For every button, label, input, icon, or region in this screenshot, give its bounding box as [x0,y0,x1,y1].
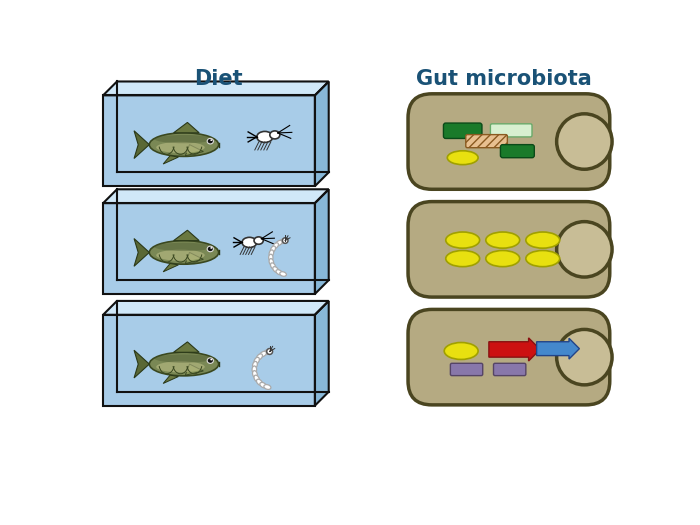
Ellipse shape [155,243,214,251]
Ellipse shape [210,359,212,361]
Ellipse shape [207,358,214,363]
Polygon shape [103,96,315,186]
Ellipse shape [446,232,480,248]
FancyBboxPatch shape [408,94,610,190]
FancyBboxPatch shape [494,363,526,375]
Circle shape [556,222,612,277]
Polygon shape [134,238,149,266]
Ellipse shape [155,135,214,143]
Polygon shape [315,190,329,294]
Ellipse shape [149,352,218,376]
Polygon shape [103,203,315,294]
Polygon shape [186,144,204,156]
Ellipse shape [254,358,260,364]
Ellipse shape [446,250,480,267]
Ellipse shape [526,232,560,248]
Polygon shape [103,315,315,406]
Polygon shape [103,81,329,96]
FancyBboxPatch shape [500,144,534,157]
Ellipse shape [270,263,276,269]
FancyBboxPatch shape [489,338,540,361]
Ellipse shape [280,272,286,276]
Ellipse shape [254,375,260,382]
FancyBboxPatch shape [444,123,482,139]
Ellipse shape [264,350,271,354]
Ellipse shape [273,243,279,248]
Ellipse shape [447,151,478,165]
Ellipse shape [254,237,263,244]
Ellipse shape [256,354,262,360]
Polygon shape [174,230,199,240]
Ellipse shape [257,131,273,142]
Polygon shape [134,131,149,159]
Ellipse shape [149,133,218,156]
Ellipse shape [260,351,267,356]
Ellipse shape [252,366,257,373]
Polygon shape [163,264,179,272]
Ellipse shape [156,142,204,153]
Ellipse shape [273,267,279,272]
Ellipse shape [264,385,271,390]
Ellipse shape [444,342,478,360]
FancyBboxPatch shape [491,124,532,137]
Ellipse shape [253,371,258,377]
FancyBboxPatch shape [450,363,483,375]
Ellipse shape [486,250,519,267]
Text: Gut microbiota: Gut microbiota [416,69,592,89]
Circle shape [556,329,612,385]
Ellipse shape [256,379,262,385]
Ellipse shape [260,382,267,388]
Polygon shape [315,301,329,406]
Ellipse shape [269,259,274,265]
Polygon shape [103,301,329,315]
Polygon shape [163,375,179,383]
Ellipse shape [280,239,286,244]
Polygon shape [163,156,179,164]
Ellipse shape [207,246,214,251]
Ellipse shape [276,240,282,246]
Ellipse shape [282,238,288,243]
Ellipse shape [156,361,204,372]
Circle shape [556,114,612,169]
Polygon shape [315,81,329,186]
Polygon shape [134,350,149,378]
Polygon shape [186,364,204,375]
Ellipse shape [276,270,282,275]
Ellipse shape [270,246,276,253]
Ellipse shape [149,240,218,264]
Polygon shape [174,342,199,352]
Ellipse shape [269,250,274,257]
Ellipse shape [210,247,212,249]
FancyBboxPatch shape [408,309,610,405]
FancyBboxPatch shape [408,202,610,297]
Ellipse shape [486,232,519,248]
Ellipse shape [526,250,560,267]
Ellipse shape [253,361,258,369]
Text: Diet: Diet [195,69,243,89]
Ellipse shape [156,250,204,261]
Ellipse shape [207,139,214,144]
Ellipse shape [155,354,214,363]
Ellipse shape [210,139,212,141]
Ellipse shape [267,349,272,354]
FancyBboxPatch shape [537,338,580,359]
Ellipse shape [270,131,280,139]
Polygon shape [103,190,329,203]
Polygon shape [186,253,204,264]
Ellipse shape [242,237,257,247]
Ellipse shape [269,254,273,261]
Polygon shape [174,122,199,133]
FancyBboxPatch shape [466,134,507,148]
